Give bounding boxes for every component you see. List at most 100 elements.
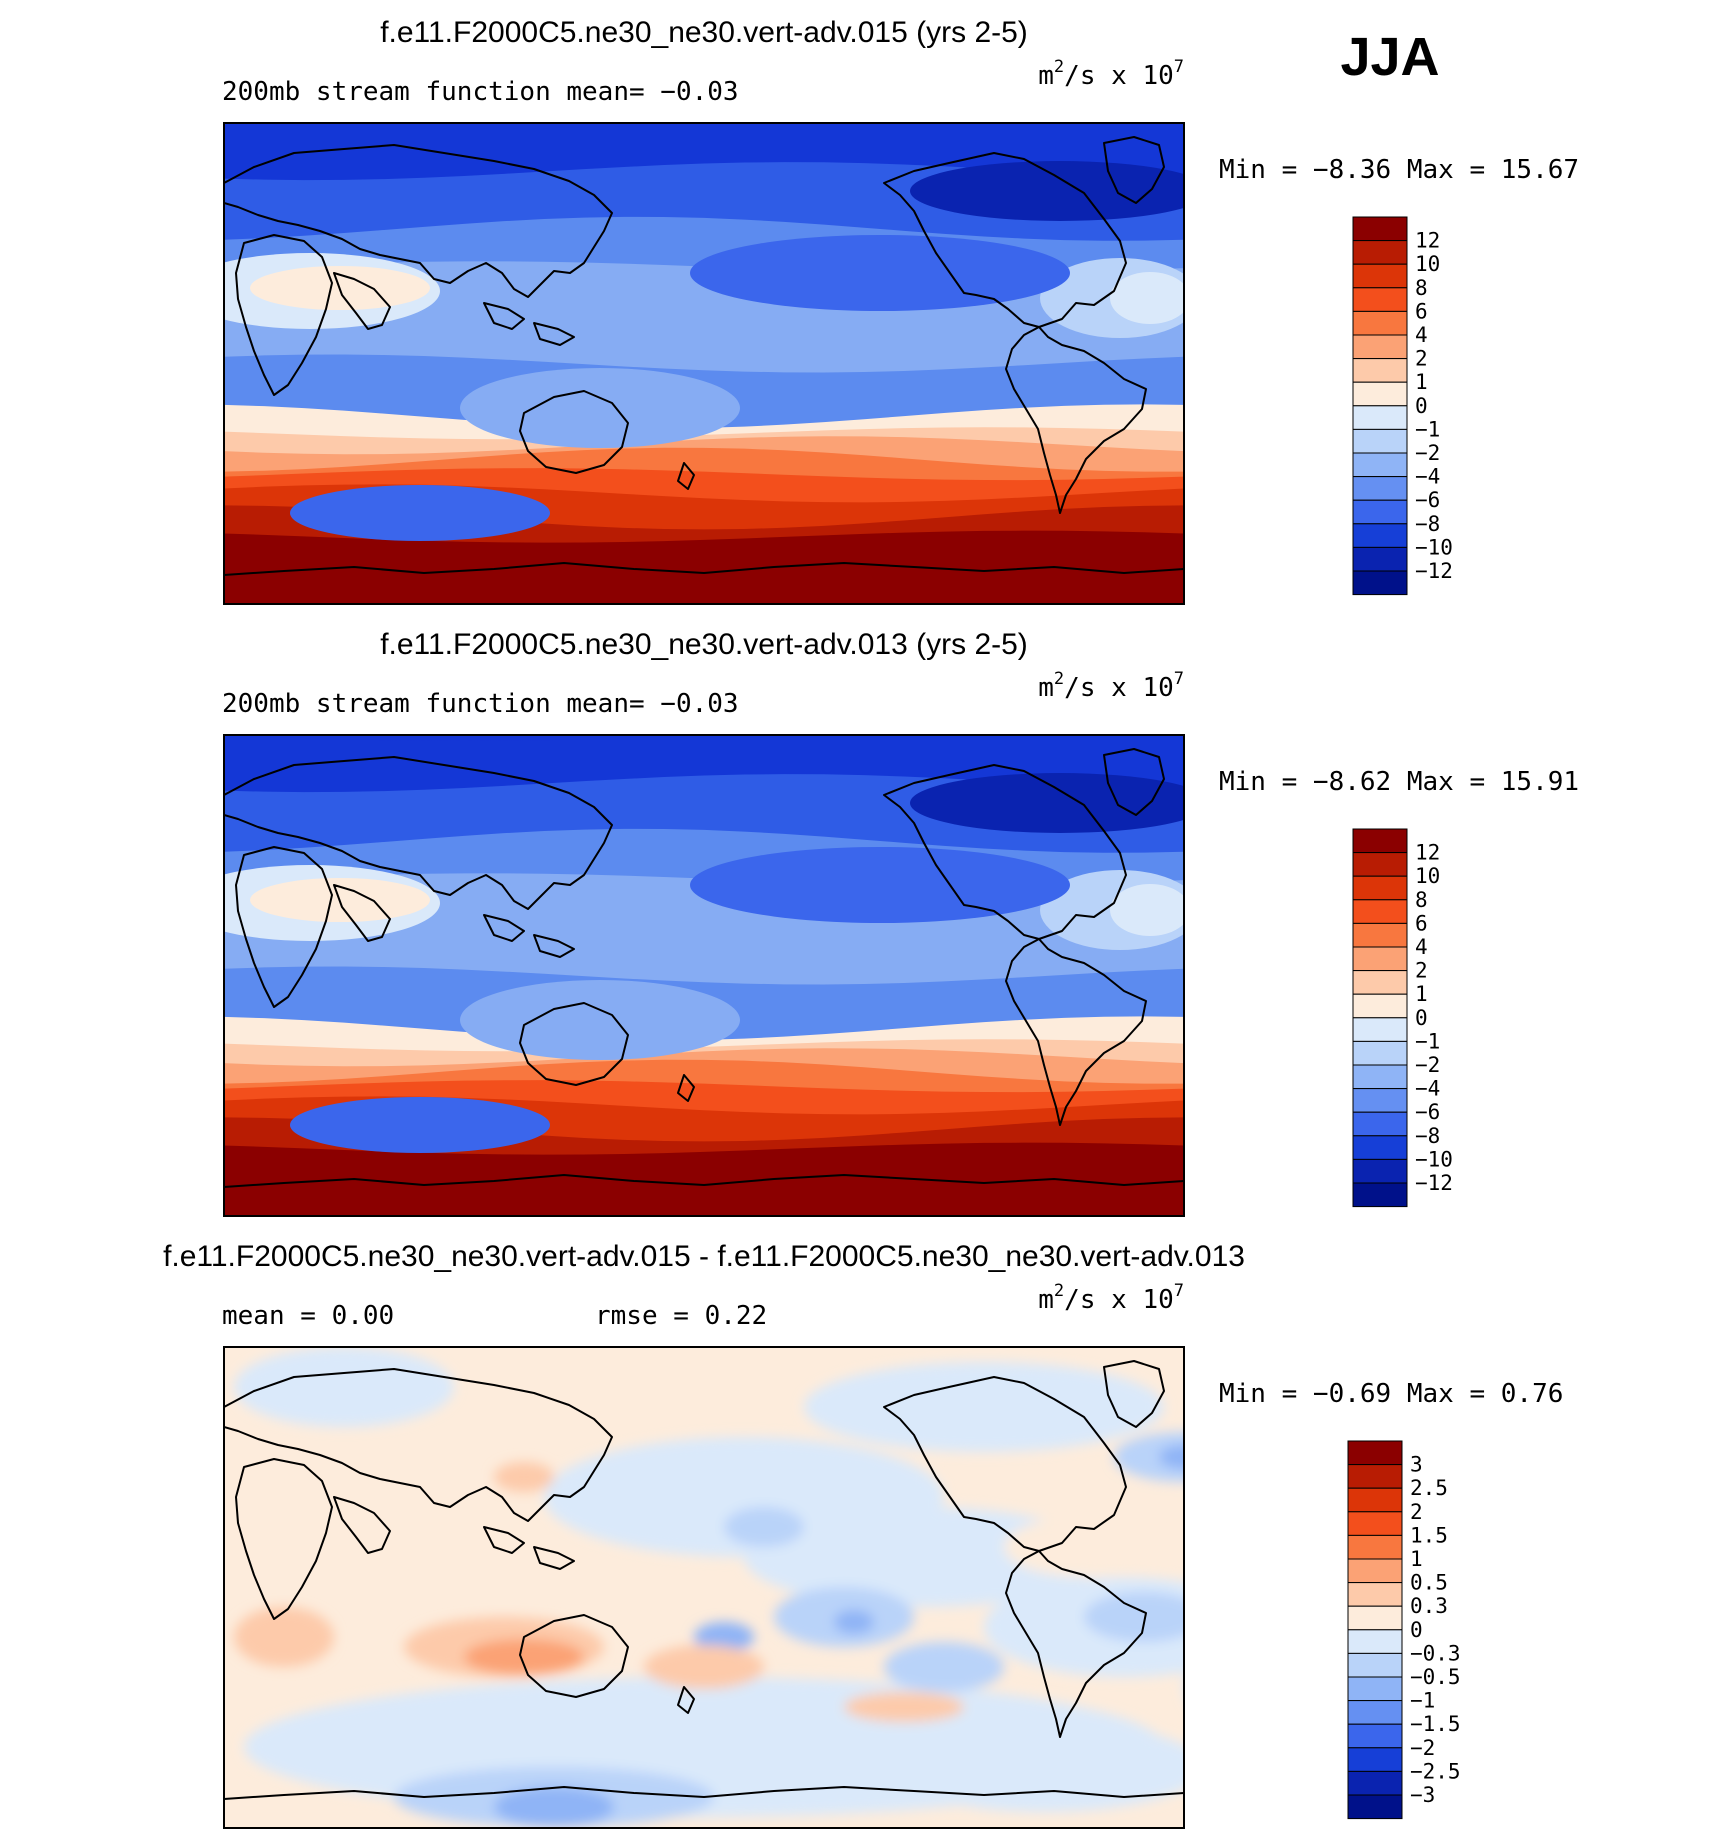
map-frame	[223, 122, 1185, 605]
colorbar-swatch	[1347, 1534, 1403, 1560]
colorbar-swatch	[1352, 476, 1408, 501]
colorbar-swatch	[1352, 1135, 1408, 1160]
colorbar-tick-label: 0	[1415, 1006, 1428, 1030]
contour-band	[224, 530, 1184, 604]
contour-feature	[694, 1622, 754, 1652]
map-field	[224, 123, 1184, 604]
mean-label: mean = 0.00	[222, 1301, 394, 1331]
colorbar-swatch	[1352, 1111, 1408, 1137]
colorbar-tick-label: −8	[1415, 1124, 1440, 1148]
contour-feature	[494, 1462, 554, 1492]
contour-feature	[744, 1507, 1104, 1607]
field-label: 200mb stream function mean= −0.03	[222, 689, 739, 719]
colorbar-swatch	[1347, 1700, 1403, 1725]
colorbar-swatch	[1352, 875, 1408, 901]
colorbar-tick-label: 4	[1415, 935, 1428, 959]
colorbar-swatch	[1347, 1747, 1403, 1772]
min-max-label: Min = −8.36 Max = 15.67	[1219, 155, 1579, 185]
contour-feature	[724, 1507, 804, 1547]
map-frame	[223, 734, 1185, 1217]
colorbar-swatch	[1352, 310, 1408, 336]
contour-feature	[464, 1639, 584, 1675]
map-field	[224, 1347, 1364, 1828]
contour-feature	[804, 1362, 1164, 1452]
colorbar-swatch	[1347, 1723, 1403, 1749]
contour-feature	[494, 1787, 614, 1827]
contour-feature	[644, 1645, 764, 1689]
colorbar-swatch	[1347, 1794, 1403, 1820]
panel-title: f.e11.F2000C5.ne30_ne30.vert-adv.015 (yr…	[380, 16, 1028, 49]
panel-title: f.e11.F2000C5.ne30_ne30.vert-adv.015 - f…	[163, 1240, 1245, 1273]
units-label: m2/s x 107	[1038, 1281, 1184, 1315]
colorbar-tick-label: 10	[1415, 252, 1440, 276]
colorbar-swatch	[1347, 1676, 1403, 1702]
contour-feature	[690, 847, 1070, 923]
colorbar-swatch	[1347, 1652, 1403, 1678]
colorbar-swatch	[1352, 1088, 1408, 1113]
colorbar-tick-label: −8	[1415, 512, 1440, 536]
contour-feature	[1184, 1637, 1364, 1737]
colorbar-swatch	[1347, 1582, 1403, 1607]
colorbar-tick-label: −1	[1415, 417, 1440, 441]
contour-feature	[910, 161, 1184, 221]
colorbar-swatch	[1352, 570, 1408, 596]
contour-feature	[844, 1692, 964, 1722]
colorbar-tick-label: 1	[1415, 982, 1428, 1006]
colorbar-tick-label: −6	[1415, 488, 1440, 512]
colorbar-swatch	[1347, 1511, 1403, 1536]
contour-feature	[290, 1097, 550, 1153]
colorbar-swatch	[1352, 1158, 1408, 1184]
colorbar-tick-label: −2	[1415, 1053, 1440, 1077]
colorbar-swatch	[1352, 263, 1408, 289]
colorbar-swatch	[1347, 1440, 1403, 1466]
contour-feature	[1114, 1432, 1184, 1482]
colorbar-swatch	[1347, 1605, 1403, 1631]
contour-feature	[690, 235, 1070, 311]
colorbar-swatch	[1347, 1629, 1403, 1654]
colorbar-tick-label: −0.5	[1410, 1665, 1461, 1689]
contour-feature	[884, 1642, 1004, 1692]
contour-feature	[834, 1610, 874, 1634]
colorbar-swatch	[1352, 1064, 1408, 1090]
colorbar-tick-label: 0.3	[1410, 1594, 1448, 1618]
colorbar-swatch	[1352, 287, 1408, 312]
colorbar-tick-label: 1	[1410, 1547, 1423, 1571]
contour-feature	[1004, 1517, 1164, 1577]
contour-feature	[460, 980, 740, 1060]
contour-feature	[1159, 1445, 1184, 1469]
units-label: m2/s x 107	[1038, 669, 1184, 703]
rmse-label: rmse = 0.22	[595, 1301, 767, 1331]
colorbar-tick-label: −10	[1415, 535, 1453, 559]
contour-feature	[1110, 884, 1184, 936]
colorbar-swatch	[1352, 1040, 1408, 1066]
colorbar-swatch	[1352, 452, 1408, 478]
colorbar-tick-label: 0	[1415, 394, 1428, 418]
colorbar-tick-label: 6	[1415, 911, 1428, 935]
contour-feature	[460, 368, 740, 448]
colorbar-tick-label: −1	[1415, 1029, 1440, 1053]
min-max-label: Min = −8.62 Max = 15.91	[1219, 767, 1579, 797]
colorbar-swatch	[1352, 993, 1408, 1019]
units-label: m2/s x 107	[1038, 57, 1184, 91]
colorbar-tick-label: 3	[1410, 1453, 1423, 1477]
colorbar-tick-label: −1.5	[1410, 1712, 1461, 1736]
colorbar-swatch	[1352, 946, 1408, 972]
colorbar-tick-label: −2	[1410, 1736, 1435, 1760]
colorbar-swatch	[1352, 216, 1408, 242]
contour-feature	[1110, 272, 1184, 324]
colorbar-tick-label: −2.5	[1410, 1759, 1461, 1783]
contour-feature	[234, 1347, 454, 1427]
season-label: JJA	[1340, 27, 1439, 87]
colorbar-tick-label: −3	[1410, 1783, 1435, 1807]
colorbar-swatch	[1352, 499, 1408, 525]
colorbar-tick-label: 2	[1410, 1500, 1423, 1524]
panel-p2: f.e11.F2000C5.ne30_ne30.vert-adv.013 (yr…	[222, 628, 1579, 1217]
colorbar-tick-label: −4	[1415, 465, 1440, 489]
colorbar-swatch	[1352, 970, 1408, 995]
colorbar-tick-label: 4	[1415, 323, 1428, 347]
colorbar-swatch	[1347, 1464, 1403, 1489]
colorbar-swatch	[1347, 1487, 1403, 1513]
contour-feature	[290, 485, 550, 541]
